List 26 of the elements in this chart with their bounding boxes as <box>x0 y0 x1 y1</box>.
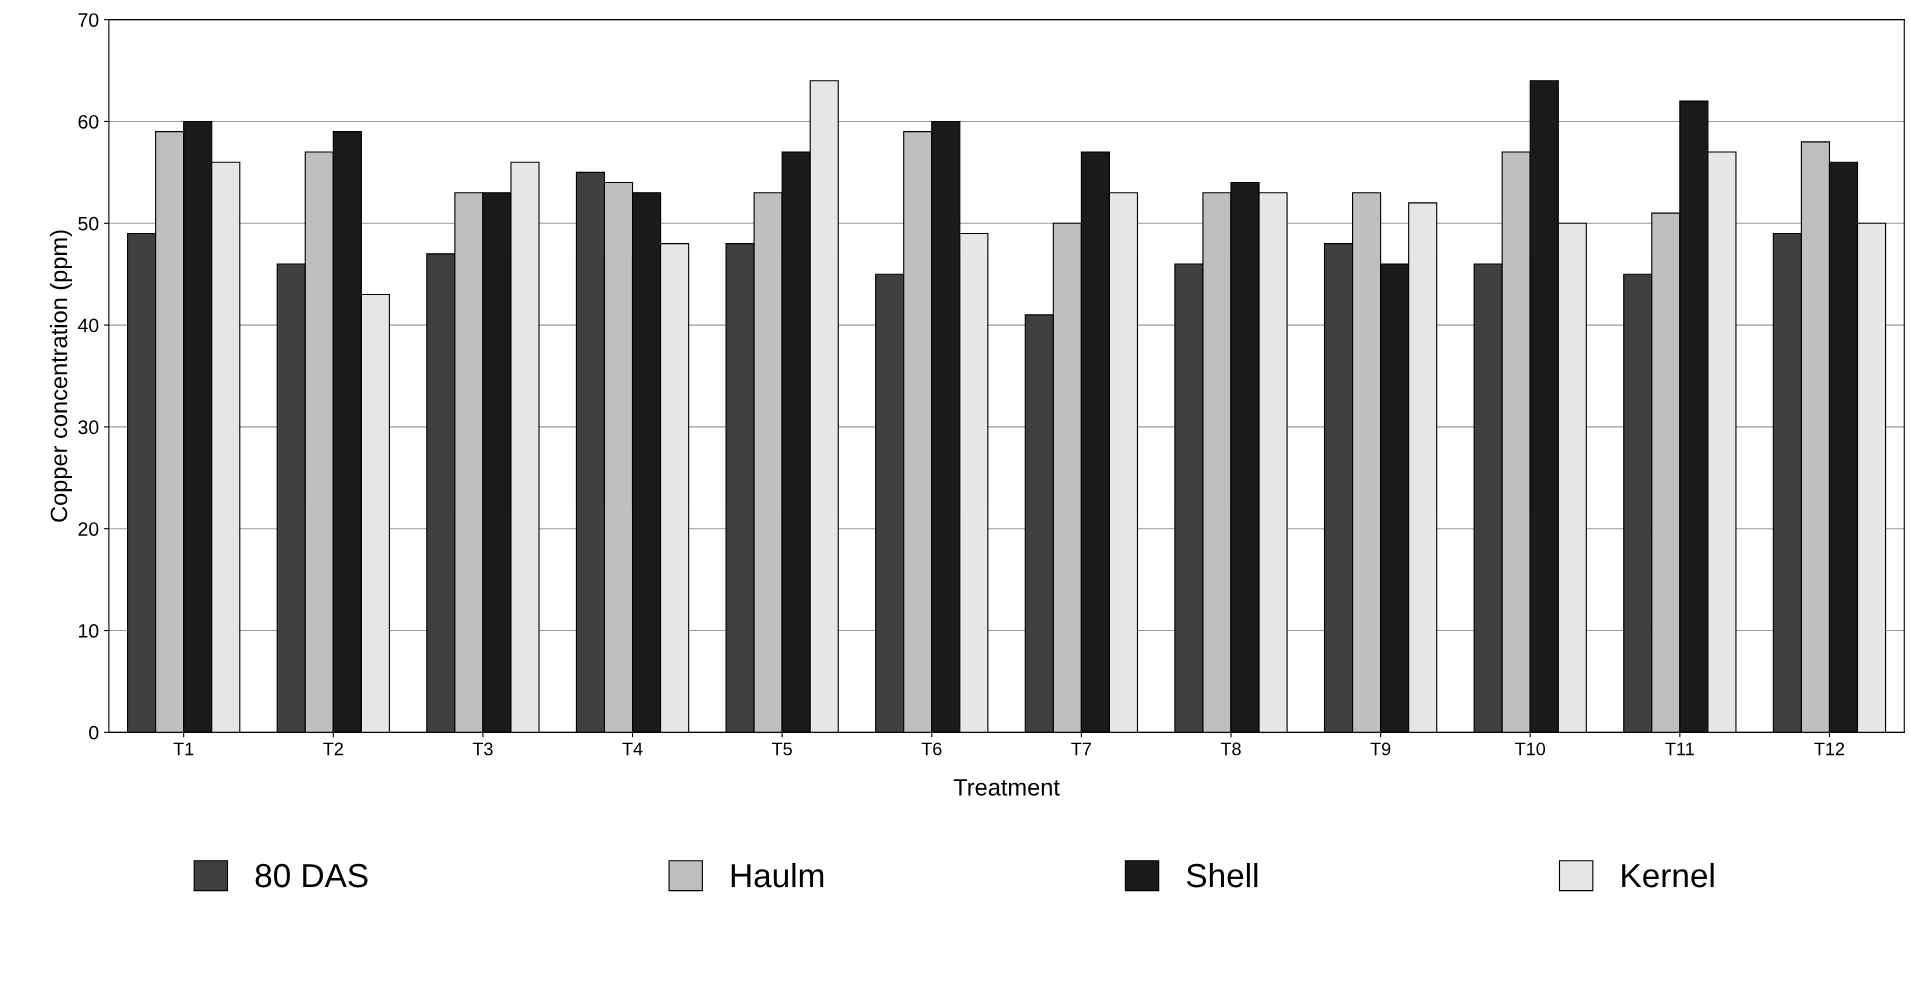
x-tick-label: T7 <box>1071 742 1092 756</box>
y-tick-label: 30 <box>78 420 99 435</box>
x-tick-label: T5 <box>772 742 792 756</box>
x-tick-label: T2 <box>323 742 343 756</box>
x-tick-label: T12 <box>1814 742 1845 756</box>
y-tick-label: 40 <box>77 318 99 333</box>
x-tick-label: T6 <box>921 742 942 756</box>
x-tick-label: T3 <box>472 742 493 756</box>
x-tick-label: T8 <box>1220 742 1241 756</box>
x-tick-label: T11 <box>1665 742 1694 756</box>
x-tick-label: T10 <box>1515 742 1546 756</box>
x-axis-title: Treatment <box>953 779 1060 796</box>
legend-label: Kernel <box>1622 862 1714 888</box>
y-tick-label: 50 <box>78 216 99 231</box>
legend-label: Shell <box>1186 862 1258 888</box>
x-tick-label: T1 <box>173 742 194 756</box>
legend-label: Haulm <box>731 862 824 888</box>
y-tick-label: 60 <box>78 114 99 129</box>
y-axis-title: Copper concentration (ppm) <box>49 230 72 522</box>
legend-label: 80 DAS <box>255 863 368 888</box>
x-tick-label: T9 <box>1370 742 1391 756</box>
y-tick-label: 0 <box>89 725 99 740</box>
y-tick-label: 20 <box>78 522 99 536</box>
y-tick-label: 70 <box>78 13 99 27</box>
y-tick-label: 10 <box>79 623 99 638</box>
x-tick-label: T4 <box>622 742 643 756</box>
